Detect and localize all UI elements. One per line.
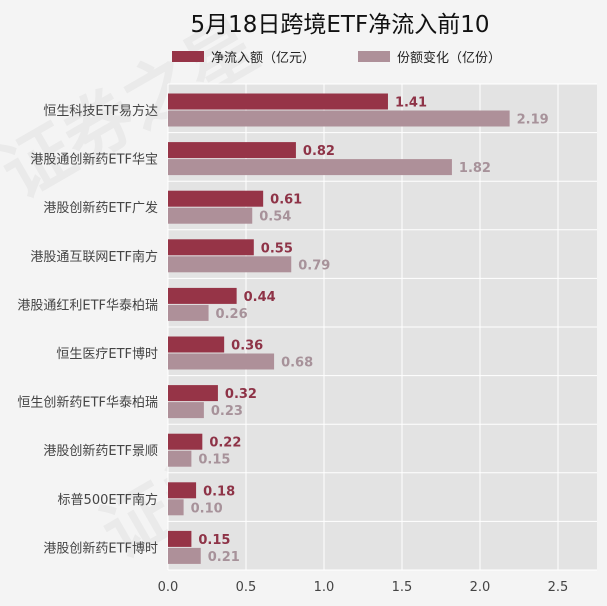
value-label-share-change: 0.10 (191, 501, 223, 516)
category-label: 港股通创新药ETF华宝 (30, 152, 158, 168)
category-label: 恒生创新药ETF华泰柏瑞 (17, 395, 158, 411)
bar-share-change (168, 159, 452, 176)
category-label: 标普500ETF南方 (58, 492, 158, 508)
bar-share-change (168, 450, 192, 467)
x-tick-label: 1.0 (314, 580, 335, 595)
category-label: 港股通红利ETF华泰柏瑞 (17, 297, 158, 313)
bar-net-inflow (168, 530, 192, 547)
legend-swatch (358, 51, 390, 62)
value-label-net-inflow: 0.44 (244, 290, 276, 305)
value-label-net-inflow: 0.55 (261, 241, 293, 256)
category-label: 港股创新药ETF景顺 (43, 443, 158, 459)
value-label-net-inflow: 1.41 (395, 96, 427, 111)
bar-net-inflow (168, 93, 388, 110)
chart-title: 5月18日跨境ETF净流入前10 (191, 12, 490, 38)
value-label-net-inflow: 0.15 (198, 533, 230, 548)
value-label-net-inflow: 0.18 (203, 484, 235, 499)
category-label: 恒生科技ETF易方达 (43, 103, 158, 119)
bar-net-inflow (168, 433, 203, 450)
value-label-net-inflow: 0.22 (209, 436, 241, 451)
legend: 净流入额（亿元） 份额变化（亿份） (172, 50, 501, 66)
value-label-share-change: 0.23 (211, 404, 243, 419)
legend-swatch (172, 51, 204, 62)
category-labels: 恒生科技ETF易方达港股通创新药ETF华宝港股创新药ETF广发港股通互联网ETF… (17, 103, 158, 556)
category-label: 港股创新药ETF博时 (43, 540, 158, 556)
category-label: 恒生医疗ETF博时 (56, 347, 158, 362)
bar-net-inflow (168, 482, 197, 499)
bar-net-inflow (168, 385, 218, 402)
value-label-net-inflow: 0.32 (225, 387, 257, 402)
bar-share-change (168, 499, 184, 516)
value-label-share-change: 1.82 (459, 161, 491, 176)
bar-net-inflow (168, 287, 237, 304)
value-label-share-change: 0.68 (281, 356, 313, 371)
value-label-share-change: 2.19 (517, 113, 549, 128)
x-tick-label: 0.5 (236, 580, 257, 595)
value-label-share-change: 0.54 (259, 210, 291, 225)
bar-share-change (168, 353, 275, 370)
value-label-share-change: 0.26 (216, 307, 248, 322)
bar-share-change (168, 207, 253, 224)
legend-label: 份额变化（亿份） (397, 50, 501, 66)
value-label-net-inflow: 0.36 (231, 339, 263, 354)
bar-share-change (168, 547, 201, 564)
bar-net-inflow (168, 190, 264, 207)
value-label-net-inflow: 0.61 (270, 193, 302, 208)
value-label-share-change: 0.79 (298, 258, 330, 273)
bar-share-change (168, 304, 209, 321)
bar-net-inflow (168, 239, 254, 256)
x-tick-label: 2.5 (548, 580, 569, 595)
value-label-share-change: 0.15 (198, 453, 230, 468)
bar-net-inflow (168, 142, 296, 159)
bars: 1.41 2.19 0.82 1.82 0.61 0.54 0.55 0.79 0.44 0.26… (168, 93, 549, 565)
legend-label: 净流入额（亿元） (211, 51, 315, 66)
bar-share-change (168, 110, 510, 127)
value-label-net-inflow: 0.82 (303, 144, 335, 159)
x-tick-label: 0.0 (158, 580, 179, 595)
bar-share-change (168, 256, 292, 273)
x-axis-ticks: 0.0 0.5 1.0 1.5 2.0 2.5 (158, 580, 569, 595)
bar-net-inflow (168, 336, 225, 353)
bar-share-change (168, 402, 204, 419)
category-label: 港股创新药ETF广发 (43, 200, 158, 216)
category-label: 港股通互联网ETF南方 (30, 249, 158, 265)
x-tick-label: 1.5 (392, 580, 413, 595)
value-label-share-change: 0.21 (208, 550, 240, 565)
x-tick-label: 2.0 (470, 580, 491, 595)
